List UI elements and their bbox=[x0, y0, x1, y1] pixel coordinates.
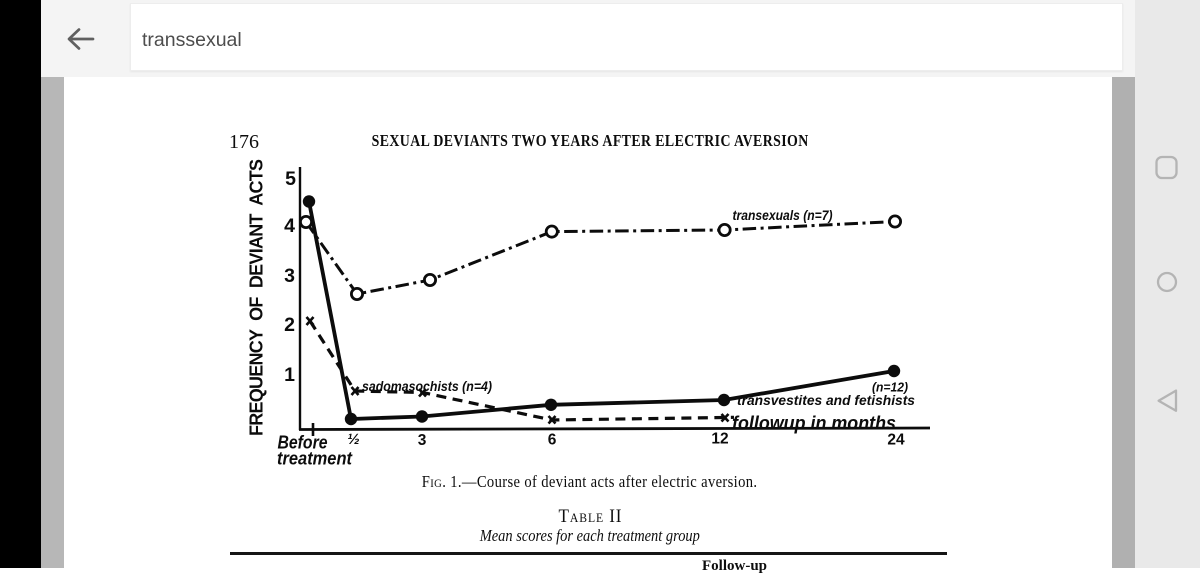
svg-text:Before: Before bbox=[278, 433, 328, 453]
svg-text:3: 3 bbox=[284, 265, 295, 287]
svg-text:3: 3 bbox=[418, 432, 427, 449]
svg-text:treatment: treatment bbox=[277, 449, 353, 469]
svg-text:5: 5 bbox=[285, 168, 296, 190]
svg-text:1: 1 bbox=[284, 364, 295, 386]
svg-text:½: ½ bbox=[347, 431, 360, 448]
svg-text:transvestites and fetishists: transvestites and fetishists bbox=[737, 393, 915, 408]
svg-text:sadomasochists (n=4): sadomasochists (n=4) bbox=[362, 379, 492, 394]
svg-text:(n=12): (n=12) bbox=[872, 381, 908, 395]
svg-text:6: 6 bbox=[548, 432, 557, 449]
svg-text:4: 4 bbox=[284, 215, 295, 237]
svg-text:transexuals (n=7): transexuals (n=7) bbox=[733, 207, 833, 223]
svg-text:FREQUENCY OF DEVIANT ACTS: FREQUENCY OF DEVIANT ACTS bbox=[247, 159, 267, 436]
svg-text:followup in months: followup in months bbox=[732, 413, 896, 435]
svg-text:2: 2 bbox=[284, 314, 295, 336]
svg-text:12: 12 bbox=[711, 431, 728, 448]
svg-text:24: 24 bbox=[887, 432, 905, 449]
